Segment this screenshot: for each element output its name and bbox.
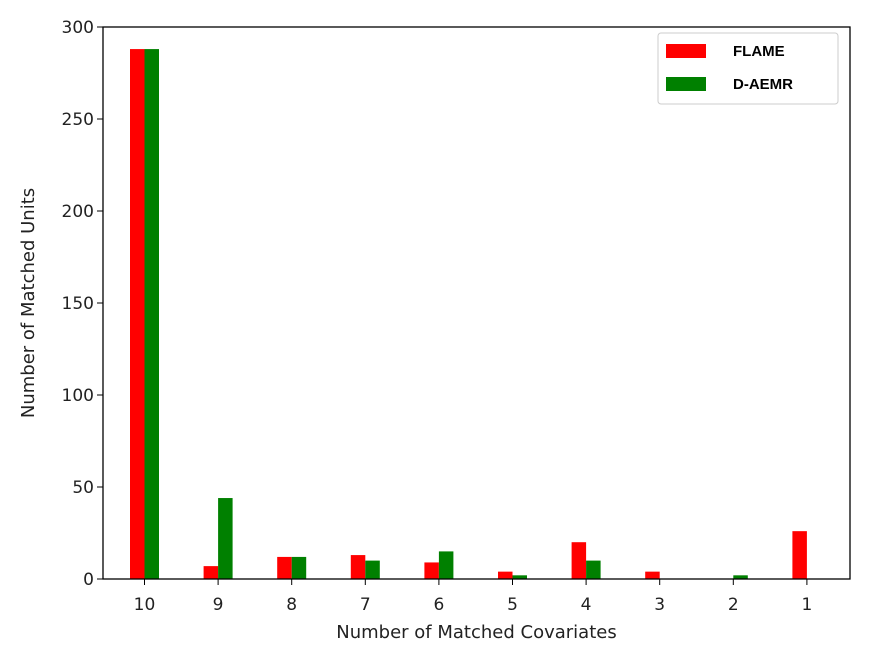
x-tick-label-2: 2 <box>728 595 739 615</box>
bar-d-aemr-4 <box>586 560 601 579</box>
legend-label-d-aemr: D-AEMR <box>733 76 793 93</box>
bar-flame-10 <box>130 49 145 579</box>
bar-d-aemr-6 <box>438 551 454 579</box>
bar-flame-3 <box>645 571 660 579</box>
bar-flame-1 <box>792 531 807 579</box>
bar-d-aemr-9 <box>218 498 233 579</box>
bar-d-aemr-10 <box>144 49 159 579</box>
bar-d-aemr-2 <box>733 575 748 579</box>
bar-d-aemr-8 <box>291 556 307 579</box>
legend-swatch-flame <box>666 44 706 58</box>
y-axis-ticks: 0 50 100 150 200 250 300 <box>62 18 103 590</box>
x-tick-label-8: 8 <box>286 595 297 615</box>
bar-d-aemr-5 <box>512 575 527 579</box>
x-tick-label-9: 9 <box>213 595 224 615</box>
y-tick-label-300: 300 <box>62 18 94 38</box>
y-tick-label-250: 250 <box>62 110 94 130</box>
legend-label-flame: FLAME <box>733 43 785 60</box>
plot-frame <box>102 26 851 580</box>
x-tick-label-1: 1 <box>801 595 812 615</box>
x-tick-label-5: 5 <box>507 595 518 615</box>
x-tick-label-6: 6 <box>433 595 444 615</box>
bars-group <box>130 49 807 579</box>
bar-flame-4 <box>571 542 587 579</box>
x-tick-label-3: 3 <box>654 595 665 615</box>
y-axis-label: Number of Matched Units <box>18 188 39 418</box>
y-tick-label-0: 0 <box>83 570 94 590</box>
x-tick-label-4: 4 <box>581 595 592 615</box>
bar-flame-7 <box>350 555 366 579</box>
legend: FLAME D-AEMR <box>657 32 839 105</box>
y-tick-label-200: 200 <box>62 202 94 222</box>
y-tick-label-50: 50 <box>72 478 94 498</box>
x-tick-label-7: 7 <box>360 595 371 615</box>
bar-flame-6 <box>424 562 439 579</box>
bar-d-aemr-7 <box>365 560 380 579</box>
bar-flame-8 <box>277 556 292 579</box>
y-tick-label-150: 150 <box>62 294 94 314</box>
x-axis-label: Number of Matched Covariates <box>336 622 616 643</box>
y-tick-label-100: 100 <box>62 386 94 406</box>
x-tick-label-10: 10 <box>134 595 156 615</box>
x-axis-ticks: 10 9 8 7 6 5 4 3 2 1 <box>134 579 812 615</box>
bar-flame-9 <box>203 566 219 579</box>
bar-flame-5 <box>498 571 513 579</box>
legend-swatch-d-aemr <box>666 77 706 91</box>
